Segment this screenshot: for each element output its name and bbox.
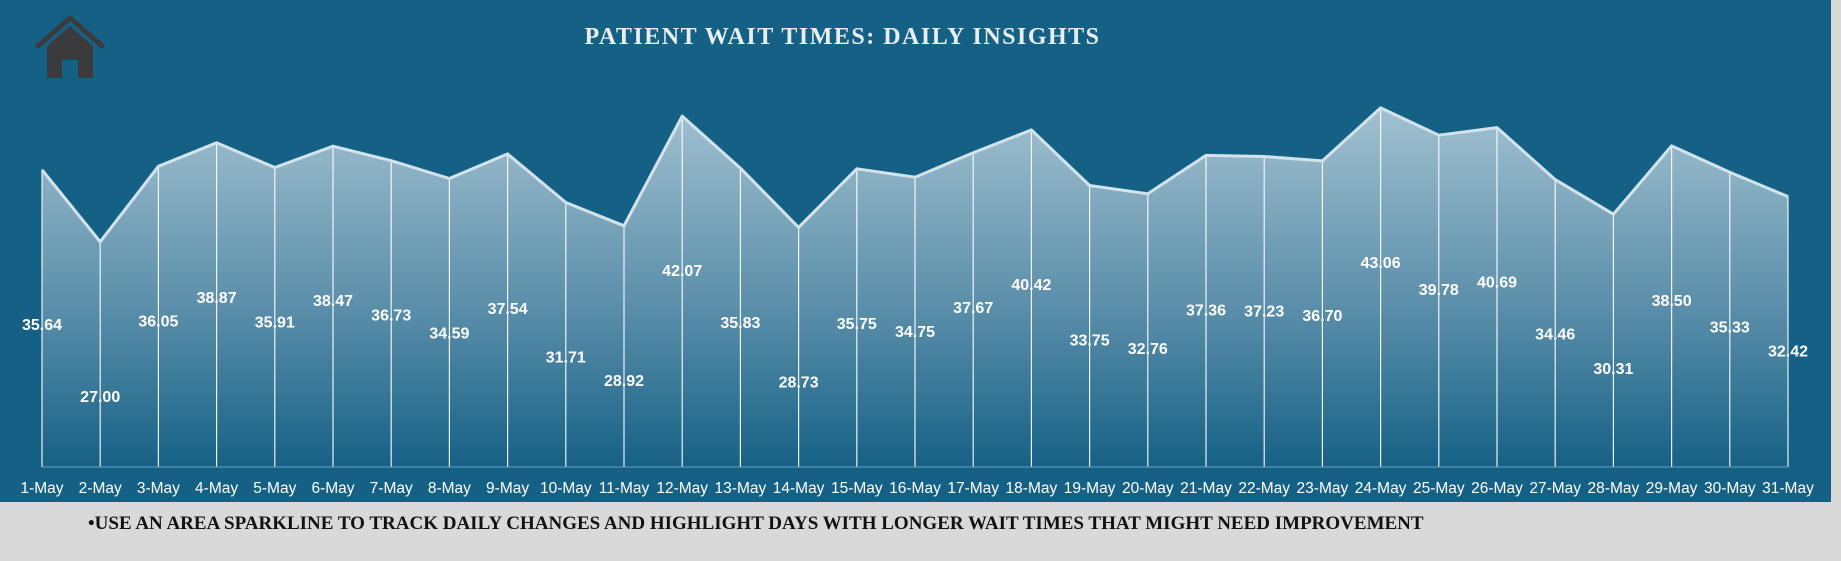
data-label: 38.47 xyxy=(313,293,353,310)
x-tick-label: 10-May xyxy=(540,480,592,497)
data-label: 42.07 xyxy=(662,263,702,280)
data-label: 28.92 xyxy=(604,373,644,390)
data-label: 37.54 xyxy=(488,301,528,318)
x-tick-label: 28-May xyxy=(1588,480,1640,497)
x-tick-label: 11-May xyxy=(599,480,650,497)
data-label: 32.42 xyxy=(1768,344,1808,361)
data-label: 35.83 xyxy=(720,315,760,332)
x-tick-label: 30-May xyxy=(1704,480,1756,497)
data-label: 39.78 xyxy=(1419,282,1459,299)
x-tick-label: 16-May xyxy=(889,480,941,497)
x-tick-label: 18-May xyxy=(1006,480,1058,497)
data-label: 30.31 xyxy=(1593,361,1633,378)
x-tick-label: 5-May xyxy=(253,480,296,497)
x-tick-label: 6-May xyxy=(311,480,354,497)
x-tick-label: 3-May xyxy=(137,480,180,497)
data-label: 34.46 xyxy=(1535,327,1575,344)
x-tick-label: 23-May xyxy=(1297,480,1349,497)
x-tick-label: 14-May xyxy=(773,480,825,497)
data-label: 27.00 xyxy=(80,389,120,406)
data-label: 33.75 xyxy=(1070,333,1110,350)
data-label: 35.33 xyxy=(1710,319,1750,336)
data-label: 36.70 xyxy=(1302,308,1342,325)
data-label: 37.36 xyxy=(1186,302,1226,319)
data-label: 31.71 xyxy=(546,350,586,367)
series-line xyxy=(40,106,1789,244)
x-tick-label: 26-May xyxy=(1471,480,1523,497)
chart-title: PATIENT WAIT TIMES: DAILY INSIGHTS xyxy=(584,24,1101,50)
x-tick-label: 13-May xyxy=(715,480,767,497)
data-label: 35.64 xyxy=(22,317,62,334)
x-tick-label: 20-May xyxy=(1122,480,1174,497)
chart-panel: 35.64 27.00 36.05 38.87 35.91 38.47 36.73 34.59… xyxy=(0,0,1831,502)
data-label: 35.75 xyxy=(837,316,877,333)
data-label: 36.05 xyxy=(138,313,178,330)
x-tick-label: 24-May xyxy=(1355,480,1407,497)
x-tick-label: 15-May xyxy=(831,480,883,497)
x-tick-label: 19-May xyxy=(1064,480,1116,497)
footnote-text: •USE AN AREA SPARKLINE TO TRACK DAILY CH… xyxy=(88,513,1424,534)
x-tick-label: 17-May xyxy=(947,480,999,497)
x-tick-label: 12-May xyxy=(656,480,708,497)
x-tick-label: 9-May xyxy=(486,480,529,497)
x-tick-label: 2-May xyxy=(79,480,122,497)
data-label: 34.59 xyxy=(429,326,469,343)
data-label: 40.42 xyxy=(1011,277,1051,294)
data-label: 37.67 xyxy=(953,300,993,317)
x-tick-label: 25-May xyxy=(1413,480,1465,497)
data-label: 43.06 xyxy=(1361,255,1401,272)
home-icon[interactable] xyxy=(34,14,106,80)
x-tick-label: 29-May xyxy=(1646,480,1698,497)
x-tick-label: 21-May xyxy=(1180,480,1232,497)
x-tick-label: 22-May xyxy=(1238,480,1290,497)
x-tick-label: 7-May xyxy=(370,480,413,497)
data-label: 37.23 xyxy=(1244,304,1284,321)
data-label: 28.73 xyxy=(779,374,819,391)
x-tick-label: 1-May xyxy=(20,480,63,497)
x-tick-label: 27-May xyxy=(1529,480,1581,497)
x-tick-label: 4-May xyxy=(195,480,238,497)
x-tick-label: 8-May xyxy=(428,480,471,497)
data-label: 38.87 xyxy=(197,290,237,307)
data-label: 34.75 xyxy=(895,324,935,341)
data-label: 40.69 xyxy=(1477,275,1517,292)
data-label: 38.50 xyxy=(1652,293,1692,310)
x-tick-label: 31-May xyxy=(1762,480,1814,497)
area-chart: 35.64 27.00 36.05 38.87 35.91 38.47 36.73 34.59… xyxy=(20,106,1814,497)
data-label: 36.73 xyxy=(371,308,411,325)
data-label: 35.91 xyxy=(255,315,295,332)
data-label: 32.76 xyxy=(1128,341,1168,358)
